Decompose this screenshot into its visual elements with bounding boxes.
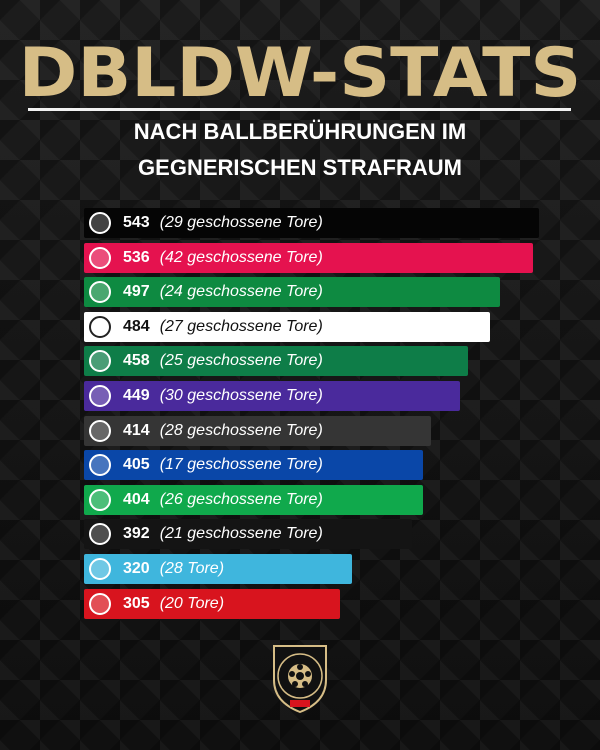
bar-value: 305 — [123, 594, 150, 612]
page-title: DBLDW-STATS — [18, 34, 582, 113]
subtitle-line-2: GEGNERISCHEN STRAFRAUM — [138, 155, 462, 180]
team-crest-icon — [89, 523, 111, 546]
team-crest-icon — [89, 246, 111, 269]
league-shield-icon — [273, 645, 327, 714]
team-crest-icon — [89, 281, 111, 304]
bar: 543 (29 geschossene Tore) — [84, 208, 539, 238]
team-crest-icon — [89, 419, 111, 442]
bar: 484 (27 geschossene Tore) — [84, 311, 490, 342]
bar-label: (28 geschossene Tore) — [159, 421, 323, 439]
bar-value: 404 — [123, 490, 150, 508]
team-crest-icon — [89, 592, 111, 615]
bar-value: 536 — [123, 248, 150, 266]
league-logo — [270, 640, 330, 720]
bar-value: 405 — [123, 456, 150, 474]
bar: 458 (25 geschossene Tore) — [84, 346, 468, 377]
bar: 305 (20 Tore) — [84, 588, 340, 619]
bar-label: (21 geschossene Tore) — [159, 525, 323, 543]
bar: 405 (17 geschossene Tore) — [84, 450, 424, 481]
bar: 497 (24 geschossene Tore) — [84, 277, 501, 308]
team-crest-icon — [89, 385, 111, 407]
bar-value: 543 — [123, 214, 150, 231]
bar-label: (28 Tore) — [159, 560, 225, 577]
bar-value: 414 — [123, 421, 150, 439]
bar-label: (42 geschossene Tore) — [159, 248, 323, 266]
bar-value: 484 — [123, 317, 150, 335]
bar-value: 320 — [123, 560, 150, 577]
team-crest-icon — [89, 350, 111, 373]
bar: 404 (26 geschossene Tore) — [84, 484, 423, 515]
team-crest-icon — [89, 558, 111, 580]
bar: 320 (28 Tore) — [84, 554, 353, 584]
bar-value: 497 — [123, 283, 150, 301]
bar: 536 (42 geschossene Tore) — [84, 242, 534, 273]
bar-label: (27 geschossene Tore) — [159, 317, 323, 335]
team-crest-icon — [89, 488, 111, 511]
bar: 392 (21 geschossene Tore) — [84, 519, 413, 550]
bar-label: (26 geschossene Tore) — [159, 490, 323, 508]
bar: 449 (30 geschossene Tore) — [84, 381, 461, 411]
bar-label: (20 Tore) — [159, 594, 225, 612]
bar-label: (25 geschossene Tore) — [159, 352, 323, 370]
bar-value: 458 — [123, 352, 150, 370]
bar-label: (29 geschossene Tore) — [159, 214, 323, 231]
bar-value: 392 — [123, 525, 150, 543]
bar-value: 449 — [123, 387, 150, 404]
team-crest-icon — [89, 212, 111, 234]
team-crest-icon — [89, 454, 111, 477]
bar: 414 (28 geschossene Tore) — [84, 415, 431, 446]
bar-label: (24 geschossene Tore) — [159, 283, 323, 301]
bar-label: (17 geschossene Tore) — [159, 456, 323, 474]
title-divider — [28, 108, 571, 111]
team-crest-icon — [89, 315, 111, 338]
subtitle-line-1: NACH BALLBERÜHRUNGEN IM — [133, 119, 467, 144]
bar-label: (30 geschossene Tore) — [159, 387, 323, 404]
